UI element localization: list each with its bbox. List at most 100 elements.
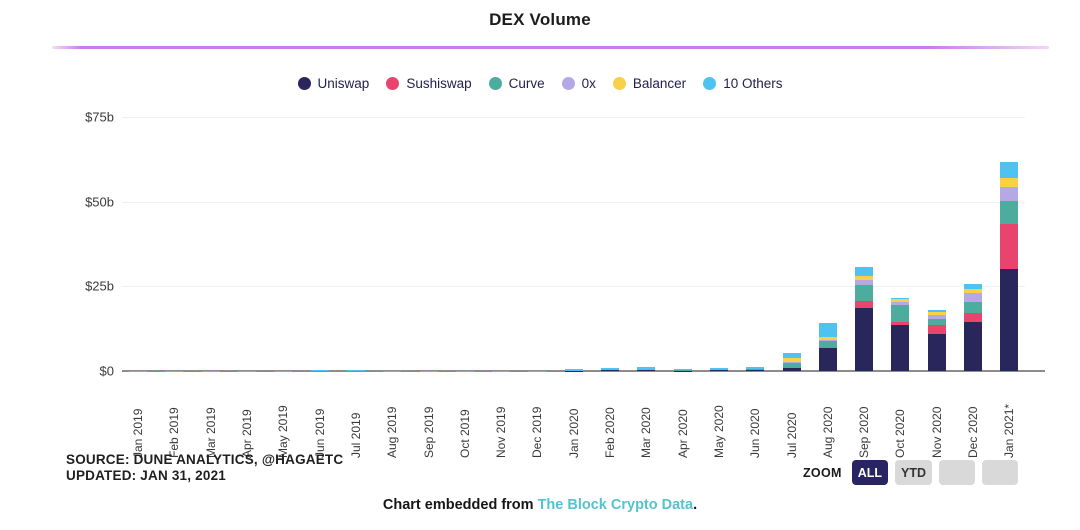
bar-segment-10-others[interactable] bbox=[564, 369, 583, 371]
bar-jun-2019[interactable] bbox=[310, 370, 329, 371]
bar-segment-uniswap[interactable] bbox=[709, 369, 728, 371]
x-axis-tick-cell: Nov 2019 bbox=[493, 382, 509, 458]
bar-segment-sushiswap[interactable] bbox=[1000, 223, 1019, 270]
bar-aug-2020[interactable] bbox=[818, 322, 837, 371]
bar-segment-0x[interactable] bbox=[1000, 186, 1019, 202]
bar-segment-sushiswap[interactable] bbox=[891, 322, 910, 326]
bar-segment-10-others[interactable] bbox=[855, 266, 874, 276]
bar-segment-10-others[interactable] bbox=[310, 370, 329, 371]
bar-segment-uniswap[interactable] bbox=[1000, 269, 1019, 371]
bar-segment-10-others[interactable] bbox=[419, 370, 438, 371]
bar-oct-2020[interactable] bbox=[891, 297, 910, 371]
bar-sep-2019[interactable] bbox=[419, 370, 438, 371]
bar-jul-2019[interactable] bbox=[346, 370, 365, 371]
bar-nov-2020[interactable] bbox=[927, 309, 946, 371]
bar-segment-10-others[interactable] bbox=[492, 370, 511, 371]
zoom-button-blank-2[interactable] bbox=[939, 460, 975, 485]
bar-segment-uniswap[interactable] bbox=[855, 308, 874, 371]
bar-segment-0x[interactable] bbox=[891, 301, 910, 305]
bar-segment-balancer[interactable] bbox=[964, 289, 983, 294]
bar-segment-uniswap[interactable] bbox=[601, 370, 620, 371]
bar-segment-10-others[interactable] bbox=[1000, 162, 1019, 178]
bar-segment-curve[interactable] bbox=[818, 341, 837, 348]
bar-segment-curve[interactable] bbox=[855, 285, 874, 302]
bar-segment-balancer[interactable] bbox=[891, 299, 910, 302]
bar-segment-sushiswap[interactable] bbox=[855, 301, 874, 309]
legend-item-label: 10 Others bbox=[723, 76, 783, 91]
legend-dot-icon bbox=[561, 77, 575, 90]
bar-segment-10-others[interactable] bbox=[274, 370, 293, 371]
bar-segment-0x[interactable] bbox=[818, 340, 837, 342]
bar-segment-curve[interactable] bbox=[891, 304, 910, 323]
bar-segment-sushiswap[interactable] bbox=[927, 324, 946, 334]
bar-segment-balancer[interactable] bbox=[782, 358, 801, 363]
bar-jul-2020[interactable] bbox=[782, 353, 801, 371]
bar-feb-2020[interactable] bbox=[601, 367, 620, 371]
bar-segment-10-others[interactable] bbox=[927, 309, 946, 313]
bar-segment-curve[interactable] bbox=[782, 363, 801, 369]
bar-segment-0x[interactable] bbox=[964, 293, 983, 302]
y-axis-tick-label: $25b bbox=[85, 278, 114, 294]
bar-mar-2020[interactable] bbox=[637, 366, 656, 371]
bar-segment-0x[interactable] bbox=[855, 280, 874, 285]
bar-jan-2020[interactable] bbox=[564, 369, 583, 371]
zoom-button-all[interactable]: ALL bbox=[851, 460, 888, 485]
bar-segment-10-others[interactable] bbox=[709, 367, 728, 370]
bar-may-2019[interactable] bbox=[274, 370, 293, 371]
bar-nov-2019[interactable] bbox=[492, 370, 511, 371]
x-axis-tick-label: Jul 2020 bbox=[784, 412, 799, 458]
bar-segment-10-others[interactable] bbox=[455, 370, 474, 371]
x-axis-tick-label: Jun 2020 bbox=[748, 408, 763, 458]
bar-sep-2020[interactable] bbox=[855, 266, 874, 371]
bar-segment-balancer[interactable] bbox=[927, 312, 946, 316]
bar-segment-balancer[interactable] bbox=[855, 275, 874, 281]
bar-segment-uniswap[interactable] bbox=[637, 369, 656, 371]
the-block-crypto-data-link[interactable]: The Block Crypto Data bbox=[537, 497, 694, 513]
bar-segment-uniswap[interactable] bbox=[927, 333, 946, 371]
bar-dec-2019[interactable] bbox=[528, 370, 547, 371]
x-axis-tick-label: Sep 2019 bbox=[421, 406, 436, 458]
bar-segment-sushiswap[interactable] bbox=[964, 313, 983, 322]
bar-segment-uniswap[interactable] bbox=[782, 368, 801, 371]
x-axis-line bbox=[122, 370, 1045, 372]
bar-segment-curve[interactable] bbox=[746, 368, 765, 370]
legend-item-balancer[interactable]: Balancer bbox=[612, 76, 686, 91]
bar-segment-10-others[interactable] bbox=[673, 369, 692, 371]
zoom-button-ytd[interactable]: YTD bbox=[895, 460, 932, 485]
bar-segment-10-others[interactable] bbox=[637, 366, 656, 370]
bar-segment-0x[interactable] bbox=[782, 362, 801, 364]
bar-segment-balancer[interactable] bbox=[818, 336, 837, 341]
legend-item-uniswap[interactable]: Uniswap bbox=[297, 76, 370, 91]
bar-segment-curve[interactable] bbox=[1000, 201, 1019, 224]
bar-segment-balancer[interactable] bbox=[1000, 177, 1019, 187]
bar-segment-10-others[interactable] bbox=[346, 370, 365, 371]
bar-segment-10-others[interactable] bbox=[746, 366, 765, 369]
legend-item-0x[interactable]: 0x bbox=[561, 76, 596, 91]
bar-segment-10-others[interactable] bbox=[891, 297, 910, 300]
zoom-button-blank-3[interactable] bbox=[982, 460, 1018, 485]
bar-segment-uniswap[interactable] bbox=[818, 347, 837, 371]
bar-dec-2020[interactable] bbox=[964, 284, 983, 371]
bar-apr-2020[interactable] bbox=[673, 369, 692, 371]
bar-segment-10-others[interactable] bbox=[964, 284, 983, 290]
legend-item-label: Uniswap bbox=[317, 76, 370, 91]
bar-jan-2021-[interactable] bbox=[1000, 162, 1019, 371]
bar-segment-uniswap[interactable] bbox=[891, 325, 910, 371]
bar-jun-2020[interactable] bbox=[746, 366, 765, 371]
bar-segment-curve[interactable] bbox=[964, 301, 983, 314]
bar-segment-0x[interactable] bbox=[927, 315, 946, 319]
bar-segment-uniswap[interactable] bbox=[964, 321, 983, 371]
bar-segment-uniswap[interactable] bbox=[746, 369, 765, 371]
bar-segment-10-others[interactable] bbox=[601, 367, 620, 371]
bar-segment-10-others[interactable] bbox=[528, 370, 547, 371]
x-axis-tick-cell: May 2020 bbox=[711, 382, 727, 458]
bar-segment-curve[interactable] bbox=[927, 318, 946, 325]
legend-item-curve[interactable]: Curve bbox=[488, 76, 545, 91]
legend-item-10-others[interactable]: 10 Others bbox=[703, 76, 782, 91]
bar-segment-10-others[interactable] bbox=[782, 353, 801, 359]
bar-segment-10-others[interactable] bbox=[818, 322, 837, 337]
legend-item-sushiswap[interactable]: Sushiswap bbox=[386, 76, 472, 91]
bar-oct-2019[interactable] bbox=[455, 370, 474, 371]
bar-may-2020[interactable] bbox=[709, 367, 728, 371]
x-axis-tick-cell: Jul 2020 bbox=[784, 382, 800, 458]
